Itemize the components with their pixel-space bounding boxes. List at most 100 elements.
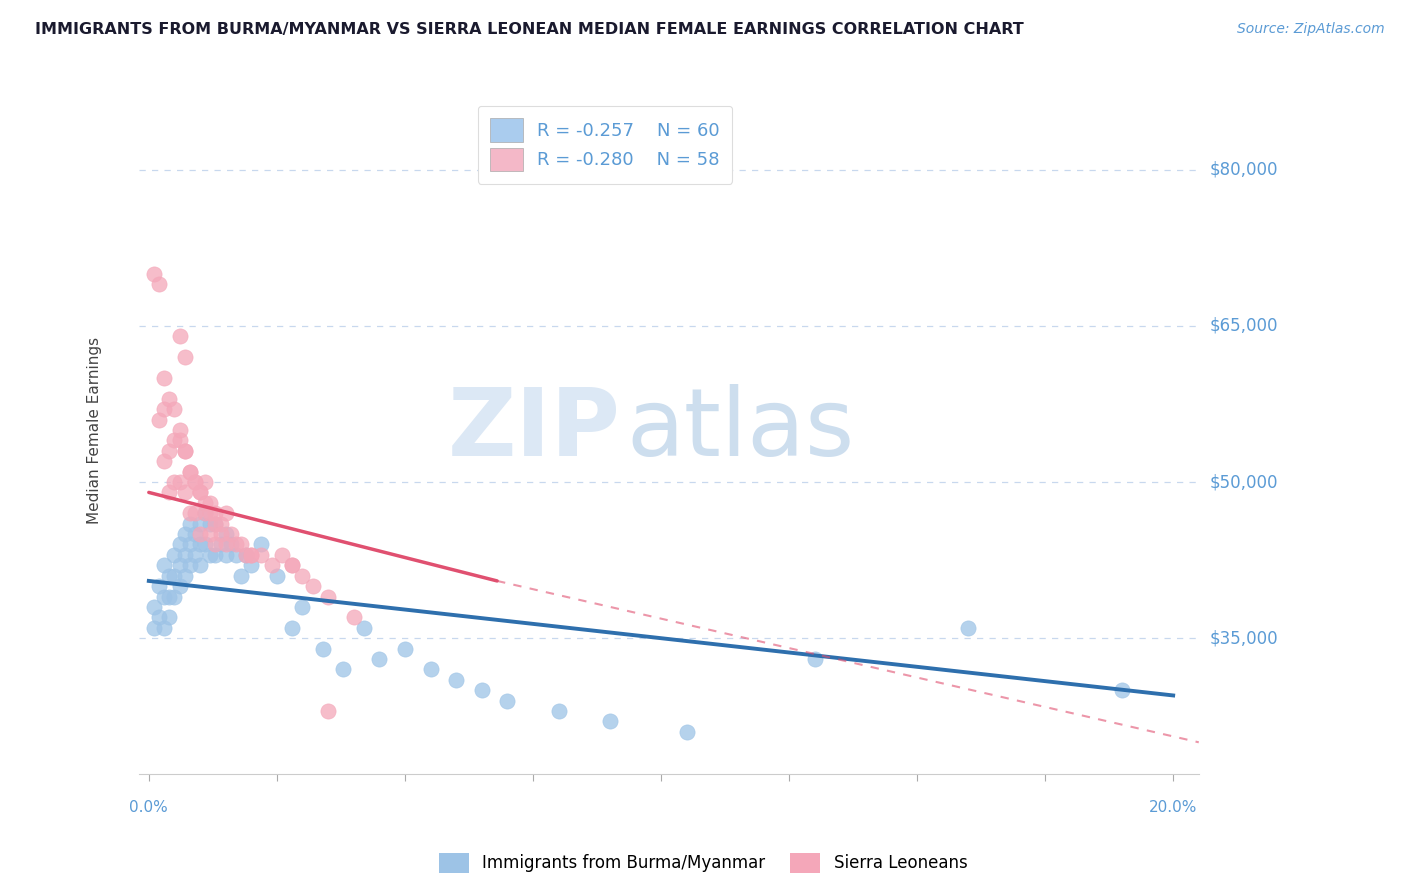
Point <box>194 506 217 520</box>
Point <box>169 537 191 551</box>
Point <box>153 454 176 468</box>
Point <box>184 475 207 489</box>
Text: Median Female Earnings: Median Female Earnings <box>87 336 101 524</box>
Point <box>240 558 263 573</box>
Point <box>163 434 186 448</box>
Point <box>271 548 294 562</box>
Point <box>204 537 226 551</box>
Point <box>179 506 201 520</box>
Point <box>184 475 207 489</box>
Point <box>281 621 304 635</box>
Point <box>471 683 494 698</box>
Point <box>188 537 211 551</box>
Point <box>157 485 180 500</box>
Point <box>153 621 176 635</box>
Point <box>157 443 180 458</box>
Point <box>148 277 170 292</box>
Point <box>173 443 195 458</box>
Point <box>394 641 416 656</box>
Point <box>281 558 304 573</box>
Point <box>179 516 201 531</box>
Point <box>188 558 211 573</box>
Point <box>194 537 217 551</box>
Point <box>204 516 226 531</box>
Point <box>194 496 217 510</box>
Point <box>225 548 247 562</box>
Point <box>301 579 323 593</box>
Point <box>209 537 232 551</box>
Point <box>153 371 176 385</box>
Point <box>240 548 263 562</box>
Point <box>599 714 621 729</box>
Text: 0.0%: 0.0% <box>129 799 169 814</box>
Point <box>148 412 170 426</box>
Point <box>200 516 222 531</box>
Point <box>169 434 191 448</box>
Point <box>675 725 697 739</box>
Point <box>148 579 170 593</box>
Point <box>291 568 314 582</box>
Text: Source: ZipAtlas.com: Source: ZipAtlas.com <box>1237 22 1385 37</box>
Point <box>142 621 165 635</box>
Point <box>153 590 176 604</box>
Point <box>219 527 242 541</box>
Point <box>204 516 226 531</box>
Point <box>188 527 211 541</box>
Point <box>163 590 186 604</box>
Point <box>169 579 191 593</box>
Point <box>163 548 186 562</box>
Point <box>173 548 195 562</box>
Point <box>173 527 195 541</box>
Point <box>179 558 201 573</box>
Point <box>200 527 222 541</box>
Point <box>353 621 375 635</box>
Point <box>214 527 236 541</box>
Point <box>173 350 195 364</box>
Text: ZIP: ZIP <box>449 384 621 476</box>
Point <box>229 568 252 582</box>
Point <box>229 537 252 551</box>
Point <box>157 590 180 604</box>
Point <box>209 516 232 531</box>
Point <box>179 537 201 551</box>
Point <box>169 475 191 489</box>
Point <box>194 475 217 489</box>
Point <box>291 599 314 614</box>
Text: atlas: atlas <box>626 384 855 476</box>
Point <box>169 558 191 573</box>
Point <box>219 537 242 551</box>
Point <box>200 548 222 562</box>
Point <box>194 506 217 520</box>
Point <box>173 485 195 500</box>
Point <box>184 548 207 562</box>
Point <box>957 621 980 635</box>
Point <box>188 516 211 531</box>
Point <box>163 402 186 417</box>
Point <box>225 537 247 551</box>
Point <box>214 537 236 551</box>
Point <box>204 506 226 520</box>
Point <box>209 527 232 541</box>
Point <box>148 610 170 624</box>
Text: $50,000: $50,000 <box>1211 473 1278 491</box>
Point <box>312 641 335 656</box>
Point <box>142 599 165 614</box>
Point <box>153 558 176 573</box>
Point <box>184 527 207 541</box>
Point <box>235 548 257 562</box>
Point <box>1111 683 1133 698</box>
Point <box>173 443 195 458</box>
Point <box>200 506 222 520</box>
Point <box>444 673 467 687</box>
Point <box>316 590 339 604</box>
Point <box>332 662 354 676</box>
Point <box>188 485 211 500</box>
Point <box>240 548 263 562</box>
Point <box>173 568 195 582</box>
Point <box>235 548 257 562</box>
Point <box>250 548 273 562</box>
Point <box>204 548 226 562</box>
Text: 20.0%: 20.0% <box>1149 799 1198 814</box>
Point <box>547 704 569 718</box>
Point <box>142 267 165 281</box>
